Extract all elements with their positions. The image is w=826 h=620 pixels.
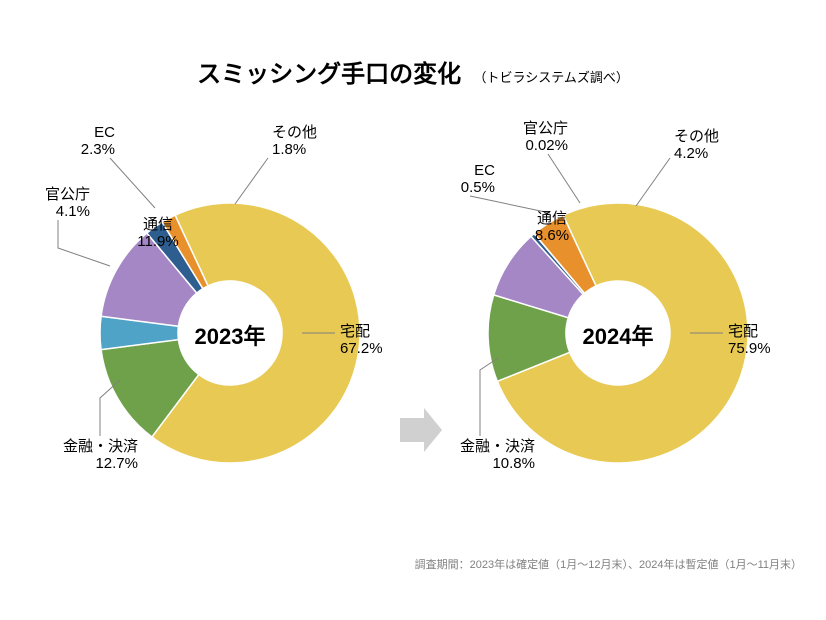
slice-callout: 通信8.6%	[512, 210, 592, 245]
leader-line	[110, 158, 155, 208]
callout-name: 金融・決済	[460, 438, 535, 455]
leader-line	[58, 220, 110, 266]
callout-name: その他	[272, 124, 317, 141]
slice-callout: その他4.2%	[674, 128, 719, 163]
pie-center-label: 2023年	[170, 319, 290, 351]
slice-callout: EC2.3%	[81, 124, 115, 159]
callout-value: 8.6%	[512, 227, 592, 244]
callout-value: 4.2%	[674, 145, 719, 162]
callout-value: 75.9%	[728, 340, 771, 357]
slice-callout: EC0.5%	[461, 162, 495, 197]
callout-name: その他	[674, 128, 719, 145]
leader-line	[235, 158, 268, 204]
callout-name: 宅配	[340, 323, 383, 340]
callout-value: 0.02%	[523, 137, 568, 154]
slice-callout: その他1.8%	[272, 124, 317, 159]
pie-2023: 2023年 宅配67.2% 金融・決済12.7% 官公庁4.1% 通信11.9% EC2.…	[40, 108, 400, 538]
slice-callout: 通信11.9%	[118, 216, 198, 251]
callout-value: 11.9%	[118, 233, 198, 250]
chart-title: スミッシング手口の変化	[197, 61, 461, 88]
arrow-icon	[398, 408, 442, 452]
callout-value: 67.2%	[340, 340, 383, 357]
callout-value: 0.5%	[461, 179, 495, 196]
chart-subtitle: （トビラシステムズ調べ）	[474, 70, 629, 85]
slice-callout: 金融・決済10.8%	[460, 438, 535, 473]
callout-name: 通信	[118, 216, 198, 233]
pie-2024: 2024年 宅配75.9% 金融・決済10.8% 通信8.6% EC0.5% 官公庁0.0…	[440, 108, 800, 538]
leader-line	[636, 158, 670, 206]
slice-callout: 金融・決済12.7%	[63, 438, 138, 473]
chart-title-row: スミッシング手口の変化 （トビラシステムズ調べ）	[0, 54, 826, 89]
callout-name: EC	[81, 124, 115, 141]
callout-name: EC	[461, 162, 495, 179]
callout-value: 10.8%	[460, 455, 535, 472]
leader-line	[548, 154, 580, 203]
slice-callout: 官公庁0.02%	[523, 120, 568, 155]
callout-name: 宅配	[728, 323, 771, 340]
callout-value: 1.8%	[272, 141, 317, 158]
pie-center-label: 2024年	[558, 319, 678, 351]
footnote: 調査期間：2023年は確定値（1月〜12月末）、2024年は暫定値（1月〜11月…	[415, 556, 802, 572]
callout-name: 通信	[512, 210, 592, 227]
callout-name: 金融・決済	[63, 438, 138, 455]
charts-container: 2023年宅配67.2%金融・決済12.7%官公庁4.1%通信11.9%EC2.…	[0, 108, 826, 538]
callout-value: 4.1%	[45, 203, 90, 220]
callout-name: 官公庁	[523, 120, 568, 137]
slice-callout: 宅配67.2%	[340, 323, 383, 358]
callout-value: 2.3%	[81, 141, 115, 158]
slice-callout: 宅配75.9%	[728, 323, 771, 358]
slice-callout: 官公庁4.1%	[45, 186, 90, 221]
callout-name: 官公庁	[45, 186, 90, 203]
callout-value: 12.7%	[63, 455, 138, 472]
